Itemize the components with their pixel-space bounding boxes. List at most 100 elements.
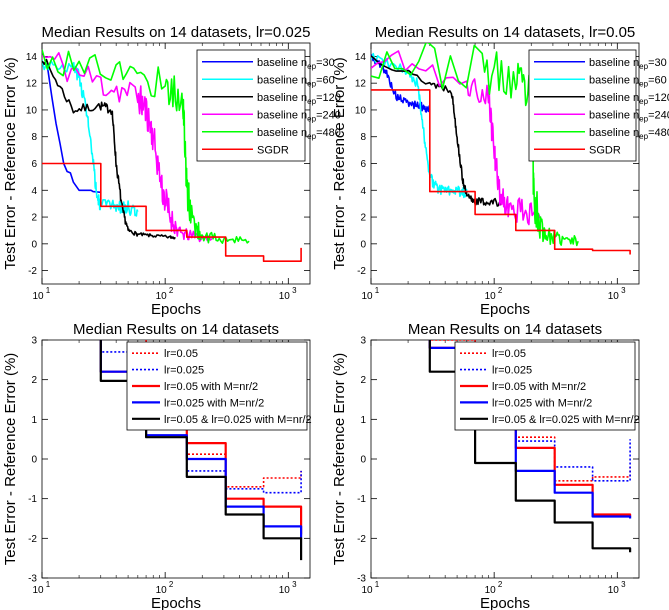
y-tick-label: 0 [360,455,366,466]
y-tick-label: -2 [357,534,366,545]
y-tick-label: 3 [31,336,37,347]
legend: baseline nep=30 baseline nep=60 baseline n… [528,49,669,162]
y-tick-label: 14 [26,52,38,63]
legend-label: lr=0.05 & lr=0.025 with M=nr/2 [492,414,640,426]
x-tick-label: 10 [361,291,373,302]
legend-label: baseline nep=120 [589,92,669,106]
x-tick-exponent: 1 [375,580,380,589]
legend-label: lr=0.05 with M=nr/2 [492,381,586,393]
y-tick-label: -1 [357,494,366,505]
y-tick-label: 6 [360,159,366,170]
legend-label: baseline nep=240 [257,109,341,123]
y-tick-label: 1 [360,415,366,426]
legend-label: SGDR [589,144,621,156]
legend-label: lr=0.025 [492,365,532,377]
legend-label: lr=0.025 [164,365,204,377]
series-line-3 [371,55,505,207]
x-axis-label: Epochs [480,301,530,318]
y-tick-label: 14 [355,52,367,63]
legend-label: baseline nep=30 [589,57,667,71]
y-tick-label: -2 [28,534,37,545]
legend-label: lr=0.05 [492,348,526,360]
x-tick-exponent: 3 [621,580,626,589]
y-tick-label: 0 [360,239,366,250]
y-tick-label: 8 [31,132,37,143]
legend: baseline nep=30 baseline nep=60 baseline n… [196,49,341,162]
x-tick-label: 10 [608,291,620,302]
y-tick-label: 10 [26,105,38,116]
x-tick-label: 10 [156,291,168,302]
y-tick-label: 2 [31,213,37,224]
x-tick-label: 10 [279,291,291,302]
x-axis-label: Epochs [480,595,530,610]
x-tick-label: 10 [485,585,497,596]
y-tick-label: 4 [360,186,366,197]
y-tick-label: 4 [31,186,37,197]
x-tick-exponent: 2 [169,286,174,295]
y-tick-label: 2 [360,375,366,386]
legend: lr=0.05 lr=0.025 lr=0.05 with M=nr/2 lr=0.0… [126,341,312,431]
x-tick-label: 10 [156,585,168,596]
y-tick-label: 2 [360,213,366,224]
y-tick-label: -1 [28,494,37,505]
legend-label: baseline nep=60 [589,74,667,88]
series-line-6 [42,162,302,262]
legend-label: baseline nep=60 [257,74,335,88]
y-tick-label: -3 [357,574,366,585]
x-tick-exponent: 2 [498,286,503,295]
y-tick-label: 2 [31,375,37,386]
y-tick-label: 12 [26,79,38,90]
legend-label: lr=0.05 & lr=0.025 with M=nr/2 [164,414,312,426]
legend-label: baseline nep=240 [589,109,669,123]
x-tick-exponent: 2 [498,580,503,589]
x-axis-label: Epochs [151,301,201,318]
legend-label: lr=0.025 with M=nr/2 [492,397,592,409]
legend-label: baseline nep=120 [257,92,341,106]
x-tick-label: 10 [608,585,620,596]
y-axis-label: Test Error - Reference Error (%) [331,353,348,566]
series-line-5 [371,43,579,247]
x-axis-label: Epochs [151,595,201,610]
legend: lr=0.05 lr=0.025 lr=0.05 with M=nr/2 lr=0.0… [454,341,640,431]
chart-title: Median Results on 14 datasets, lr=0.05 [375,24,636,41]
legend-label: lr=0.025 with M=nr/2 [164,397,264,409]
series-line-4 [371,50,542,228]
series-line-4 [42,52,213,243]
y-tick-label: -2 [357,266,366,277]
y-tick-label: 0 [31,239,37,250]
legend-label: lr=0.05 with M=nr/2 [164,381,258,393]
y-axis-label: Test Error - Reference Error (%) [331,57,348,270]
series-line-1 [145,340,302,488]
y-tick-label: -2 [28,266,37,277]
x-tick-label: 10 [32,291,44,302]
legend-label: baseline nep=480 [257,127,341,141]
x-tick-exponent: 3 [292,286,297,295]
chart-title: Median Results on 14 datasets [73,321,279,338]
y-tick-label: 3 [360,336,366,347]
y-axis-label: Test Error - Reference Error (%) [2,353,19,566]
x-tick-label: 10 [485,291,497,302]
y-tick-label: 0 [31,455,37,466]
legend-label: baseline nep=30 [257,57,335,71]
x-tick-exponent: 1 [375,286,380,295]
chart-title: Median Results on 14 datasets, lr=0.025 [42,24,311,41]
y-tick-label: 1 [31,415,37,426]
y-tick-label: 6 [31,159,37,170]
series-line-5 [428,340,632,553]
x-tick-label: 10 [279,585,291,596]
x-tick-exponent: 1 [46,580,51,589]
y-tick-label: 10 [355,105,367,116]
x-tick-label: 10 [361,585,373,596]
x-tick-exponent: 2 [169,580,174,589]
y-tick-label: 12 [355,79,367,90]
y-tick-label: 8 [360,132,366,143]
legend-label: lr=0.05 [164,348,198,360]
x-tick-exponent: 1 [46,286,51,295]
series-line-5 [99,340,303,561]
y-axis-label: Test Error - Reference Error (%) [2,57,19,270]
